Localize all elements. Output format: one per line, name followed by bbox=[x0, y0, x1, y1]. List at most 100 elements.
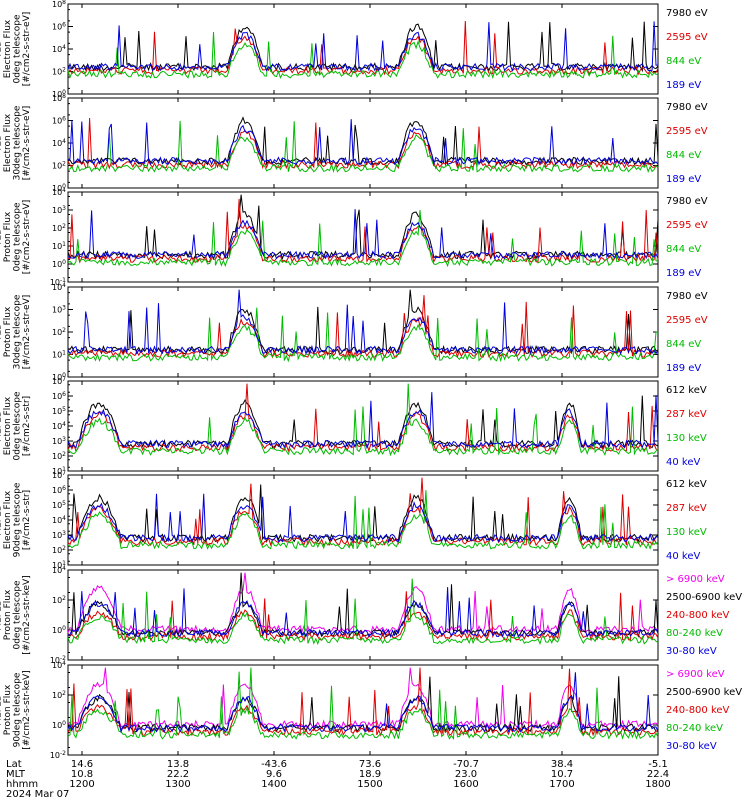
series-trace bbox=[67, 120, 659, 173]
series-trace bbox=[67, 194, 659, 261]
y-tick-label: 102 bbox=[52, 223, 66, 233]
panel-frame bbox=[67, 380, 659, 472]
y-axis-label-line: MEPED bbox=[0, 599, 4, 631]
legend-entry: 30-80 keV bbox=[666, 741, 717, 752]
legend-entry: 7980 eV bbox=[666, 196, 708, 207]
lat-tick-label: -70.7 bbox=[453, 759, 479, 770]
y-tick-label: 106 bbox=[52, 391, 66, 401]
y-tick-label: 103 bbox=[52, 205, 66, 215]
y-axis-label: MEPEDProton Flux0deg telescope[#/cm2-s-s… bbox=[0, 575, 32, 654]
legend-entry: 130 keV bbox=[666, 527, 707, 538]
legend-entry: 612 keV bbox=[666, 385, 707, 396]
series-trace bbox=[67, 484, 659, 544]
y-axis-label-line: Proton Flux bbox=[3, 211, 13, 262]
y-tick-label: 100 bbox=[52, 625, 66, 635]
hhmm-tick-label: 1600 bbox=[453, 779, 478, 790]
y-axis-label-line: [#/cm2-s-str] bbox=[22, 396, 32, 456]
legend-entry: 2595 eV bbox=[666, 315, 708, 326]
y-axis-label-line: TED bbox=[0, 323, 4, 342]
panel-frame bbox=[67, 97, 659, 189]
y-axis-label-line: Electron Flux bbox=[3, 113, 13, 172]
legend-entry: 2595 eV bbox=[666, 32, 708, 43]
y-tick-label: 108 bbox=[52, 93, 66, 103]
y-tick-label: 102 bbox=[52, 451, 66, 461]
y-tick-label: 104 bbox=[52, 660, 66, 670]
y-axis-label-line: MEPED bbox=[0, 504, 4, 536]
series-trace bbox=[67, 392, 659, 450]
lat-tick-label: 38.4 bbox=[551, 759, 573, 770]
series-trace bbox=[67, 490, 659, 550]
mlt-tick-label: 22.2 bbox=[167, 769, 189, 780]
series-trace bbox=[67, 383, 659, 457]
legend-entry: 844 eV bbox=[666, 339, 701, 350]
y-tick-label: 102 bbox=[52, 690, 66, 700]
legend-entry: 2595 eV bbox=[666, 220, 708, 231]
y-tick-label: 101 bbox=[52, 560, 66, 570]
legend-entry: 844 eV bbox=[666, 244, 701, 255]
legend-entry: 2595 eV bbox=[666, 126, 708, 137]
lat-tick-label: 13.8 bbox=[167, 759, 189, 770]
series-trace bbox=[67, 667, 659, 741]
legend-entry: 189 eV bbox=[666, 363, 701, 374]
panel-7: 10-2 100 102 104 MEPEDProton Flux0deg telesc… bbox=[0, 565, 742, 665]
series-trace bbox=[67, 20, 659, 76]
panel-frame bbox=[67, 569, 659, 661]
hhmm-tick-label: 1500 bbox=[357, 779, 382, 790]
series-trace bbox=[67, 209, 659, 261]
panel-frame bbox=[67, 191, 659, 283]
series-trace bbox=[67, 31, 659, 80]
y-axis-label-line: Electron Flux bbox=[3, 396, 13, 455]
y-tick-label: 100 bbox=[52, 372, 66, 382]
time-axis-row-label: MLT bbox=[6, 769, 26, 780]
y-axis-label-line: Proton Flux bbox=[3, 684, 13, 735]
legend-entry: 287 keV bbox=[666, 503, 707, 514]
series-trace bbox=[67, 210, 659, 268]
legend-entry: 189 eV bbox=[666, 268, 701, 279]
hhmm-tick-label: 1400 bbox=[261, 779, 286, 790]
y-tick-label: 100 bbox=[52, 183, 66, 193]
legend-entry: 844 eV bbox=[666, 150, 701, 161]
y-axis-label-line: 30deg telescope bbox=[13, 294, 23, 369]
y-axis-label-line: Electron Flux bbox=[3, 19, 13, 78]
time-axis-row-label: Lat bbox=[6, 759, 22, 770]
panel-2: 100 102 104 106 108 TEDElectron Flux30deg tel… bbox=[0, 93, 708, 193]
series-trace bbox=[67, 587, 659, 639]
series-trace bbox=[67, 21, 659, 72]
y-tick-label: 100 bbox=[52, 720, 66, 730]
y-tick-label: 104 bbox=[52, 282, 66, 292]
legend-entry: 240-800 keV bbox=[666, 610, 730, 621]
mlt-tick-label: 23.0 bbox=[455, 769, 477, 780]
time-axis-row-label: hhmm bbox=[6, 779, 38, 790]
y-tick-label: 104 bbox=[52, 44, 66, 54]
y-axis-label: MEPEDElectron Flux0deg telescope[#/cm2-s… bbox=[0, 391, 32, 461]
legend-entry: 130 keV bbox=[666, 433, 707, 444]
y-tick-label: 101 bbox=[52, 350, 66, 360]
y-tick-label: 107 bbox=[52, 376, 66, 386]
mlt-tick-label: 9.6 bbox=[266, 769, 282, 780]
y-tick-label: 100 bbox=[52, 259, 66, 269]
y-axis-label-line: 0deg telescope bbox=[13, 391, 23, 461]
y-axis-label-line: TED bbox=[0, 40, 4, 59]
y-tick-label: 100 bbox=[52, 89, 66, 99]
legend-entry: 40 keV bbox=[666, 551, 700, 562]
y-tick-label: 103 bbox=[52, 305, 66, 315]
y-tick-label: 106 bbox=[52, 485, 66, 495]
y-axis-label-line: Electron Flux bbox=[3, 490, 13, 549]
y-axis-label-line: 30deg telescope bbox=[13, 105, 23, 180]
y-axis-label-line: MEPED bbox=[0, 694, 4, 726]
y-tick-label: 101 bbox=[52, 466, 66, 476]
series-trace bbox=[67, 672, 659, 734]
legend-entry: 287 keV bbox=[666, 409, 707, 420]
legend-entry: 189 eV bbox=[666, 174, 701, 185]
lat-tick-label: -5.1 bbox=[648, 759, 668, 770]
y-axis-label: TEDElectron Flux30deg telescope[#/cm2-s-… bbox=[0, 105, 32, 180]
y-tick-label: 106 bbox=[52, 116, 66, 126]
panel-3: 10-1 100 101 102 103 104 TEDProton Flux0deg te… bbox=[0, 187, 708, 287]
hhmm-tick-label: 1200 bbox=[69, 779, 94, 790]
legend-entry: > 6900 keV bbox=[666, 574, 725, 585]
y-axis-label-line: Proton Flux bbox=[3, 306, 13, 357]
panel-frame bbox=[67, 286, 659, 378]
y-axis-label-line: 0deg telescope bbox=[13, 202, 23, 272]
y-tick-label: 10-2 bbox=[50, 750, 66, 760]
y-axis-label-line: 0deg telescope bbox=[13, 14, 23, 84]
